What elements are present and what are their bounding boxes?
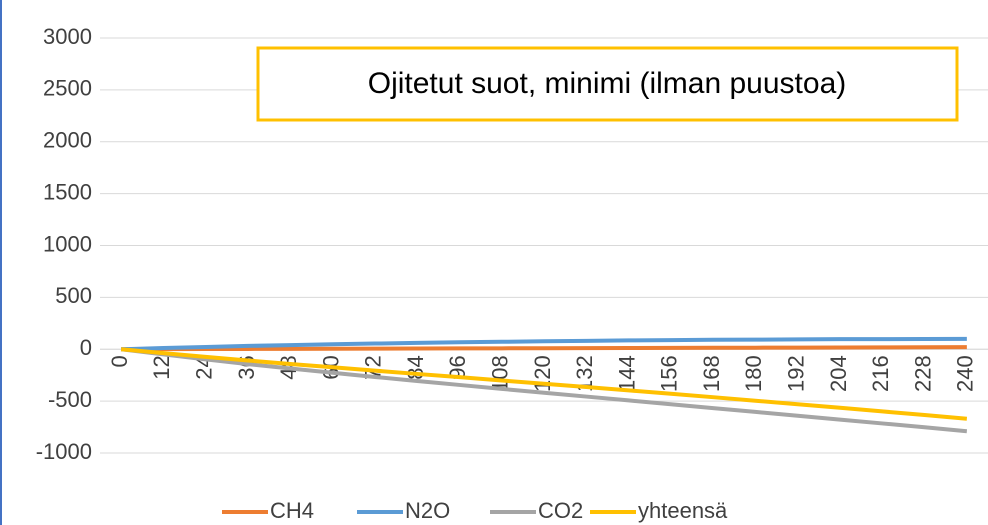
series-line (120, 347, 968, 421)
y-tick-label: 1000 (43, 231, 92, 256)
series-line (121, 336, 967, 352)
x-tick-label: 156 (657, 355, 682, 392)
x-tick-label: 216 (868, 355, 893, 392)
x-tick-label: 12 (149, 355, 174, 379)
legend-label: CO2 (538, 498, 583, 523)
x-tick-label: 144 (614, 355, 639, 392)
x-tick-label: 168 (699, 355, 724, 392)
legend-label: yhteensä (638, 498, 728, 523)
y-tick-label: 1500 (43, 179, 92, 204)
y-tick-label: 0 (80, 335, 92, 360)
y-tick-label: 2500 (43, 76, 92, 101)
y-tick-label: 2000 (43, 128, 92, 153)
y-tick-label: 500 (55, 283, 92, 308)
x-tick-label: 228 (910, 355, 935, 392)
title-box (256, 46, 959, 122)
y-tick-label: 3000 (43, 24, 92, 49)
x-tick-label: 120 (530, 355, 555, 392)
legend-label: CH4 (270, 498, 314, 523)
x-tick-label: 192 (784, 355, 809, 392)
series-line (120, 347, 968, 434)
y-tick-label: -500 (48, 387, 92, 412)
x-tick-label: 204 (826, 355, 851, 392)
x-tick-label: 108 (488, 355, 513, 392)
series-line (121, 345, 967, 352)
chart-title: Ojitetut suot, minimi (ilman puustoa) (368, 67, 847, 100)
x-tick-label: 240 (953, 355, 978, 392)
y-tick-label: -1000 (36, 439, 92, 464)
legend-label: N2O (405, 498, 450, 523)
x-tick-label: 0 (107, 355, 132, 367)
x-tick-label: 180 (741, 355, 766, 392)
